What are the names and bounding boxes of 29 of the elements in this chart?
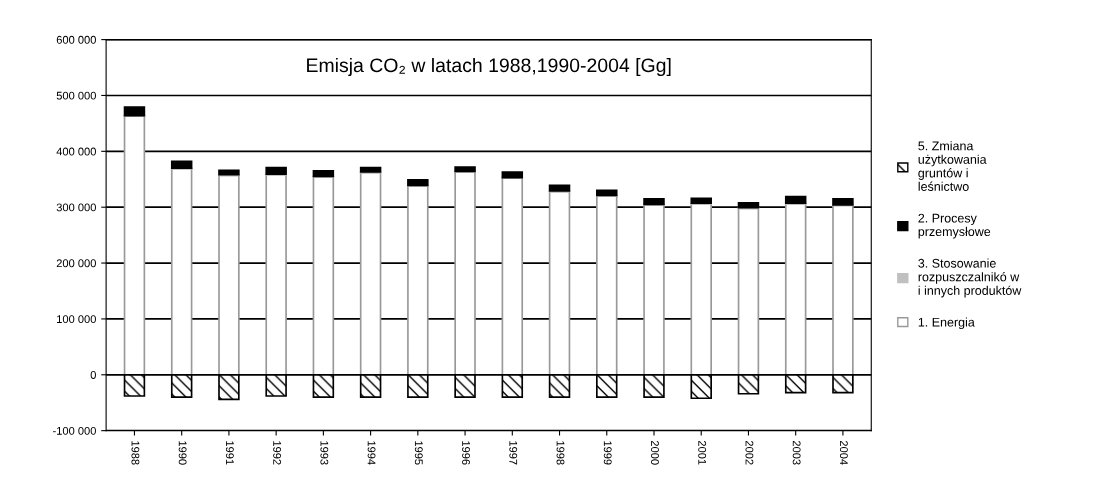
x-tick-label: 2002 (745, 440, 754, 465)
y-tick-label: 0 (90, 371, 96, 379)
x-tick-label: 1991 (225, 441, 234, 465)
legend-label: 3. Stosowanie rozpuszczalnikó w i innych produktów (918, 258, 1022, 298)
y-tick-label: 100 000 (57, 315, 96, 324)
x-tick-label: 2000 (651, 440, 659, 465)
x-tick-label: 2004 (839, 440, 848, 465)
x-tick-label: 1992 (273, 441, 282, 465)
x-tick-label: 1993 (320, 441, 329, 465)
y-tick-label: 400 000 (56, 147, 96, 156)
x-tick-label: 2001 (698, 440, 707, 465)
text: Emisja CO₂ w latach 1988,1990-2004 [Gg] (307, 57, 671, 77)
x-tick-label: 2003 (792, 440, 801, 465)
y-tick-label: -100 000 (53, 426, 96, 435)
x-tick-label: 1997 (509, 441, 518, 465)
y-tick-label: 200 000 (56, 259, 96, 268)
x-tick-label: 1996 (462, 441, 470, 465)
x-tick-label: 1990 (178, 441, 187, 465)
legend-label: 5. Zmiana użytkowania gruntów i leśnictwo (918, 141, 987, 191)
x-tick-label: 1998 (556, 441, 565, 465)
y-tick-label: 600 000 (56, 35, 96, 44)
y-tick-label: 500 000 (56, 91, 96, 100)
y-tick-label: 300 000 (56, 203, 96, 212)
x-tick-label: 1995 (414, 441, 423, 465)
x-tick-label: 1988 (131, 441, 140, 465)
x-tick-label: 1999 (603, 441, 612, 465)
legend-label: 2. Procesy przemysłowe (918, 213, 991, 239)
x-tick-label: 1994 (367, 441, 376, 465)
legend-label: 1. Energia (918, 317, 975, 330)
